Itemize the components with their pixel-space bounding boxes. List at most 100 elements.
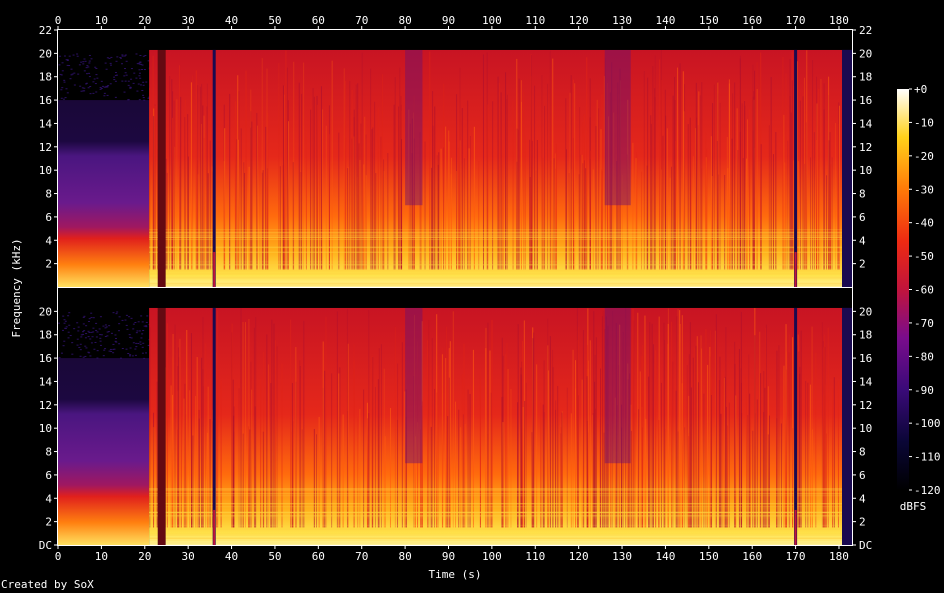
noise-speck bbox=[84, 337, 87, 339]
streak bbox=[197, 174, 199, 270]
noise-speck bbox=[65, 59, 68, 61]
streak bbox=[592, 413, 594, 528]
streak bbox=[195, 395, 197, 528]
streak bbox=[242, 322, 244, 528]
streak bbox=[658, 419, 660, 528]
streak bbox=[805, 111, 807, 270]
streak bbox=[359, 160, 361, 270]
streak bbox=[767, 386, 769, 528]
streak bbox=[690, 116, 692, 270]
streak bbox=[276, 346, 278, 528]
streak bbox=[719, 356, 721, 528]
noise-speck bbox=[61, 70, 64, 72]
noise-speck bbox=[84, 60, 87, 62]
harmonic-band bbox=[149, 239, 845, 241]
streak bbox=[469, 393, 471, 528]
streak bbox=[205, 343, 207, 528]
noise-speck bbox=[68, 55, 71, 57]
streak bbox=[469, 136, 471, 270]
x-tick-label-top: 130 bbox=[612, 14, 632, 27]
streak bbox=[442, 347, 444, 528]
streak bbox=[695, 345, 697, 528]
streak bbox=[440, 148, 442, 270]
noise-speck bbox=[130, 68, 133, 70]
noise-speck bbox=[130, 337, 133, 339]
streak bbox=[371, 129, 373, 270]
streak bbox=[200, 123, 202, 270]
noise-speck bbox=[87, 330, 90, 332]
streak bbox=[492, 101, 494, 270]
noise-speck bbox=[62, 345, 65, 347]
streak bbox=[531, 140, 533, 270]
noise-speck bbox=[66, 60, 69, 62]
streak bbox=[405, 416, 407, 528]
y-tick-label-left: 14 bbox=[39, 117, 53, 130]
noise-speck bbox=[132, 323, 135, 325]
streak bbox=[522, 406, 524, 528]
streak bbox=[398, 106, 400, 270]
streak bbox=[637, 312, 639, 528]
axes: 0 0 10 10 20 20 30 30 40 40 50 50 60 60 70 70 80 80 90 90 10… bbox=[10, 14, 873, 581]
streak bbox=[413, 95, 415, 270]
noise-speck bbox=[76, 338, 79, 340]
x-tick-label-bottom: 170 bbox=[786, 550, 806, 563]
streak bbox=[381, 74, 383, 270]
colorbar-tick-label: -40 bbox=[914, 217, 934, 230]
streak bbox=[236, 139, 238, 270]
streak bbox=[596, 99, 598, 270]
streak bbox=[572, 79, 574, 270]
streak bbox=[595, 337, 597, 528]
streak bbox=[716, 141, 718, 270]
harmonic-band bbox=[149, 534, 845, 536]
noise-speck bbox=[115, 313, 118, 315]
noise-speck bbox=[100, 80, 103, 82]
streak bbox=[207, 432, 209, 528]
streak bbox=[521, 361, 523, 528]
streak bbox=[298, 82, 300, 270]
streak bbox=[185, 414, 187, 528]
harmonic-band bbox=[149, 237, 845, 239]
streak bbox=[605, 316, 607, 528]
streak bbox=[516, 161, 518, 270]
noise-speck bbox=[143, 325, 146, 327]
noise-speck bbox=[63, 340, 66, 342]
noise-speck bbox=[123, 55, 126, 57]
streak bbox=[275, 340, 277, 528]
loud-segment bbox=[149, 307, 845, 545]
streak bbox=[357, 416, 359, 528]
streak bbox=[353, 136, 355, 270]
harmonic-band bbox=[149, 506, 845, 508]
streak bbox=[262, 431, 264, 528]
noise-speck bbox=[129, 87, 132, 89]
noise-speck bbox=[114, 74, 117, 76]
streak bbox=[543, 360, 545, 528]
streak bbox=[547, 318, 549, 528]
streak bbox=[460, 427, 462, 528]
streak bbox=[664, 340, 666, 528]
noise-speck bbox=[92, 331, 95, 333]
streak bbox=[437, 365, 439, 528]
dip-region bbox=[405, 307, 423, 464]
streak bbox=[437, 164, 439, 270]
streak bbox=[347, 411, 349, 528]
noise-speck bbox=[109, 83, 112, 85]
streak bbox=[279, 166, 281, 270]
streak bbox=[763, 412, 765, 528]
noise-speck bbox=[114, 340, 117, 342]
streak bbox=[760, 373, 762, 528]
streak bbox=[646, 165, 648, 270]
streak bbox=[692, 156, 694, 270]
streak bbox=[299, 360, 301, 528]
harmonic-band bbox=[149, 488, 845, 490]
streak bbox=[654, 97, 656, 270]
noise-speck bbox=[124, 319, 127, 321]
y-tick-label-left: 16 bbox=[39, 94, 52, 107]
noise-speck bbox=[132, 82, 135, 84]
noise-speck bbox=[90, 317, 93, 319]
streak bbox=[816, 103, 818, 270]
streak bbox=[686, 365, 688, 528]
streak bbox=[754, 335, 756, 528]
streak bbox=[353, 109, 355, 270]
top-silence bbox=[149, 30, 853, 50]
noise-speck bbox=[115, 341, 118, 343]
